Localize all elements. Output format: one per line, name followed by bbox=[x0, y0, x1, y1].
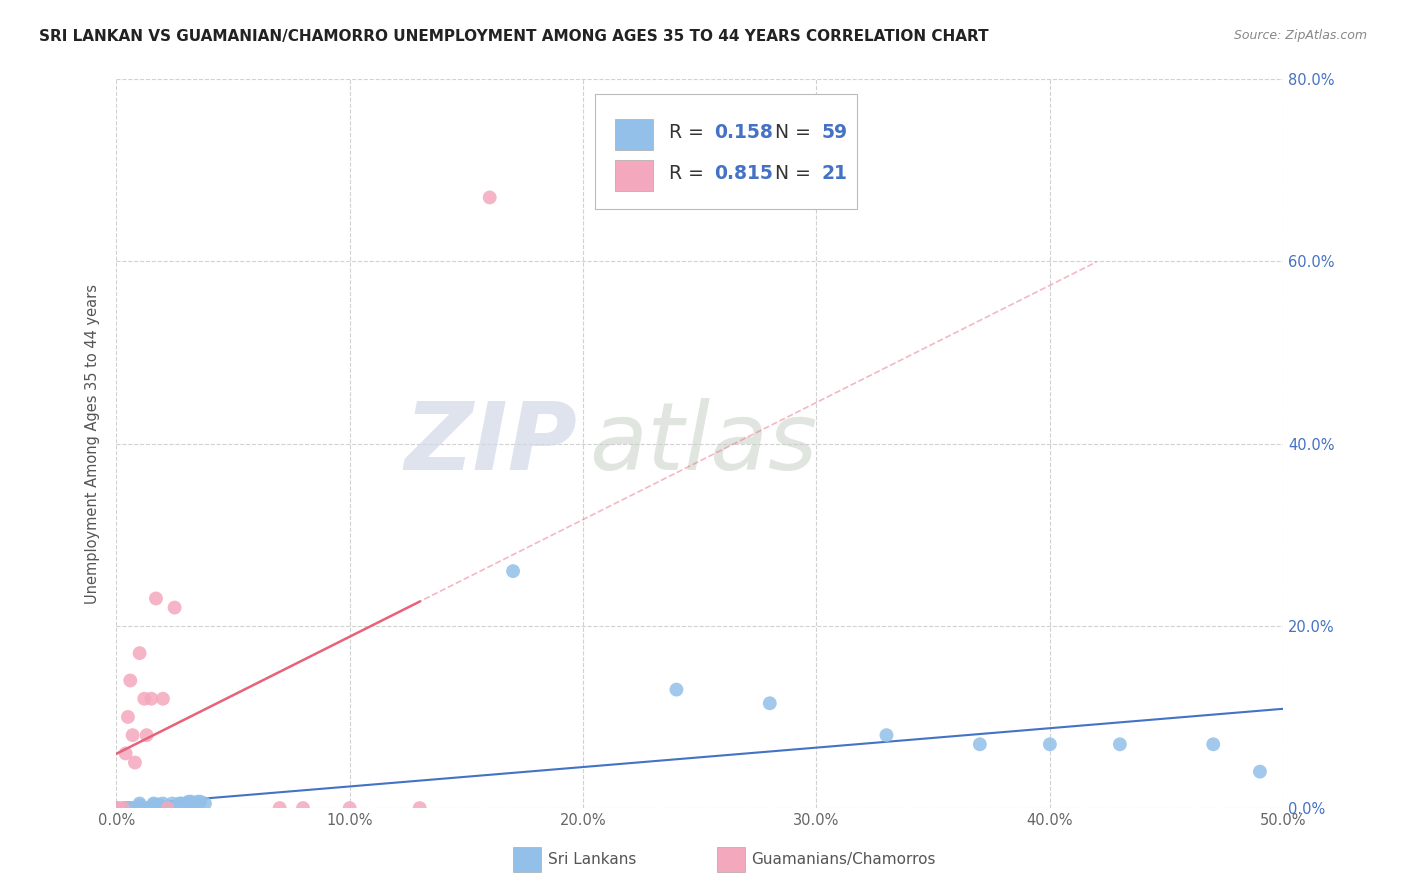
Point bbox=[145, 801, 167, 815]
Text: 0.158: 0.158 bbox=[714, 123, 773, 142]
Point bbox=[163, 600, 186, 615]
Point bbox=[117, 801, 139, 815]
Text: 59: 59 bbox=[821, 123, 848, 142]
Point bbox=[127, 801, 149, 815]
Point bbox=[188, 795, 211, 809]
Point bbox=[105, 801, 128, 815]
Point bbox=[128, 801, 150, 815]
Point bbox=[478, 190, 501, 204]
Point bbox=[124, 756, 146, 770]
Text: atlas: atlas bbox=[589, 398, 817, 489]
Point bbox=[156, 801, 179, 815]
Point bbox=[169, 797, 191, 811]
Point bbox=[105, 801, 128, 815]
Point bbox=[142, 797, 165, 812]
Point bbox=[163, 801, 186, 815]
Point bbox=[1249, 764, 1271, 779]
Point bbox=[114, 747, 136, 761]
Point bbox=[1039, 737, 1062, 751]
Point bbox=[148, 797, 170, 812]
Point bbox=[152, 797, 174, 811]
Point bbox=[107, 801, 129, 815]
Point bbox=[124, 801, 146, 815]
Point bbox=[128, 798, 150, 813]
Point bbox=[128, 801, 150, 815]
Text: SRI LANKAN VS GUAMANIAN/CHAMORRO UNEMPLOYMENT AMONG AGES 35 TO 44 YEARS CORRELAT: SRI LANKAN VS GUAMANIAN/CHAMORRO UNEMPLO… bbox=[39, 29, 988, 44]
Point bbox=[269, 801, 291, 815]
FancyBboxPatch shape bbox=[595, 94, 858, 209]
Point bbox=[105, 801, 128, 815]
Point bbox=[174, 797, 197, 811]
Point bbox=[170, 797, 193, 811]
Point bbox=[759, 696, 782, 710]
Text: 0.815: 0.815 bbox=[714, 163, 773, 183]
Point bbox=[409, 801, 432, 815]
Point bbox=[117, 710, 139, 724]
Text: N =: N = bbox=[763, 163, 817, 183]
Point bbox=[117, 801, 139, 815]
Point bbox=[138, 801, 160, 815]
Point bbox=[155, 801, 177, 815]
Point bbox=[141, 691, 163, 706]
Point bbox=[135, 801, 157, 815]
Point bbox=[177, 795, 200, 809]
Point bbox=[181, 801, 204, 815]
Y-axis label: Unemployment Among Ages 35 to 44 years: Unemployment Among Ages 35 to 44 years bbox=[86, 284, 100, 604]
Point bbox=[1109, 737, 1132, 751]
Point bbox=[184, 797, 207, 811]
Point bbox=[120, 801, 142, 815]
Point bbox=[1202, 737, 1225, 751]
Text: Sri Lankans: Sri Lankans bbox=[548, 853, 637, 867]
Point bbox=[121, 728, 143, 742]
Point bbox=[152, 801, 174, 815]
Point bbox=[128, 646, 150, 660]
Point bbox=[112, 801, 135, 815]
Point bbox=[112, 801, 135, 815]
Point bbox=[162, 797, 184, 811]
Point bbox=[187, 795, 209, 809]
Point bbox=[128, 797, 150, 811]
Text: Guamanians/Chamorros: Guamanians/Chamorros bbox=[751, 853, 935, 867]
FancyBboxPatch shape bbox=[614, 120, 654, 151]
Point bbox=[156, 801, 179, 815]
Point bbox=[117, 801, 139, 815]
Text: ZIP: ZIP bbox=[405, 398, 578, 490]
Point bbox=[121, 801, 143, 815]
Point bbox=[969, 737, 991, 751]
Point bbox=[166, 801, 188, 815]
Text: 21: 21 bbox=[821, 163, 846, 183]
Point bbox=[128, 801, 150, 815]
Point bbox=[194, 797, 217, 811]
Point bbox=[128, 801, 150, 815]
Point bbox=[120, 673, 142, 688]
Point bbox=[105, 801, 128, 815]
Point bbox=[141, 801, 163, 815]
Point bbox=[135, 728, 157, 742]
Point bbox=[131, 801, 153, 815]
Point bbox=[180, 795, 202, 809]
Point bbox=[145, 591, 167, 606]
Point bbox=[105, 801, 128, 815]
Point bbox=[141, 801, 163, 815]
Point bbox=[105, 801, 128, 815]
Point bbox=[142, 797, 165, 811]
Point bbox=[291, 801, 314, 815]
Point bbox=[339, 801, 361, 815]
Text: N =: N = bbox=[763, 123, 817, 142]
Text: R =: R = bbox=[669, 123, 710, 142]
Point bbox=[149, 801, 172, 815]
Point bbox=[502, 564, 524, 578]
Point bbox=[134, 691, 156, 706]
Point bbox=[152, 691, 174, 706]
FancyBboxPatch shape bbox=[614, 161, 654, 191]
Point bbox=[134, 801, 156, 815]
Point bbox=[114, 801, 136, 815]
Point bbox=[159, 801, 181, 815]
Point bbox=[665, 682, 688, 697]
Point bbox=[876, 728, 898, 742]
Point bbox=[121, 801, 143, 815]
Text: R =: R = bbox=[669, 163, 710, 183]
Text: Source: ZipAtlas.com: Source: ZipAtlas.com bbox=[1233, 29, 1367, 42]
